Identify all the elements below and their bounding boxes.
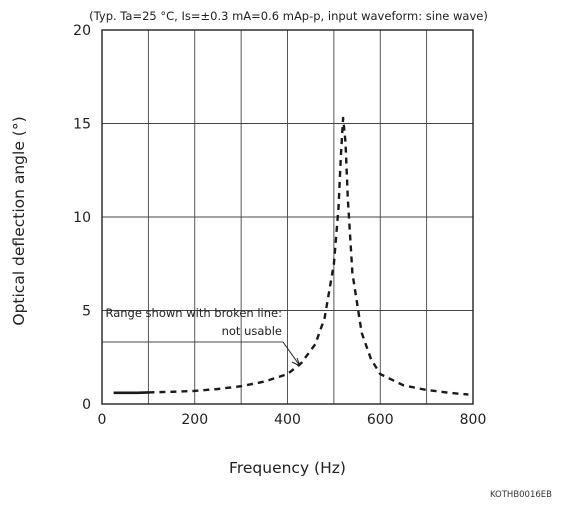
y-axis-label: Optical deflection angle (°) (10, 116, 28, 325)
x-tick-label: 800 (460, 412, 487, 428)
x-tick-label: 0 (98, 412, 107, 428)
y-tick-label: 15 (73, 117, 91, 133)
x-axis-label: Frequency (Hz) (229, 459, 346, 477)
y-tick-label: 5 (82, 304, 91, 320)
y-tick-label: 10 (73, 210, 91, 226)
x-tick-label: 400 (274, 412, 301, 428)
y-tick-label: 20 (73, 23, 91, 39)
annotation-text-line2: not usable (222, 324, 282, 338)
figure-code: KOTHB0016EB (490, 490, 552, 500)
x-tick-label: 600 (367, 412, 394, 428)
annotation: Range shown with broken line: not usable (102, 306, 300, 366)
x-tick-labels: 0 200 400 600 800 (98, 412, 487, 428)
condition-note: (Typ. Ta=25 °C, Is=±0.3 mA=0.6 mAp-p, in… (89, 9, 488, 23)
y-tick-label: 0 (82, 397, 91, 413)
annotation-leader-line (283, 342, 300, 366)
annotation-text-line1: Range shown with broken line: (105, 306, 282, 320)
series-line-dashed (148, 118, 468, 395)
x-tick-label: 200 (181, 412, 208, 428)
y-tick-labels: 0 5 10 15 20 (73, 23, 91, 413)
